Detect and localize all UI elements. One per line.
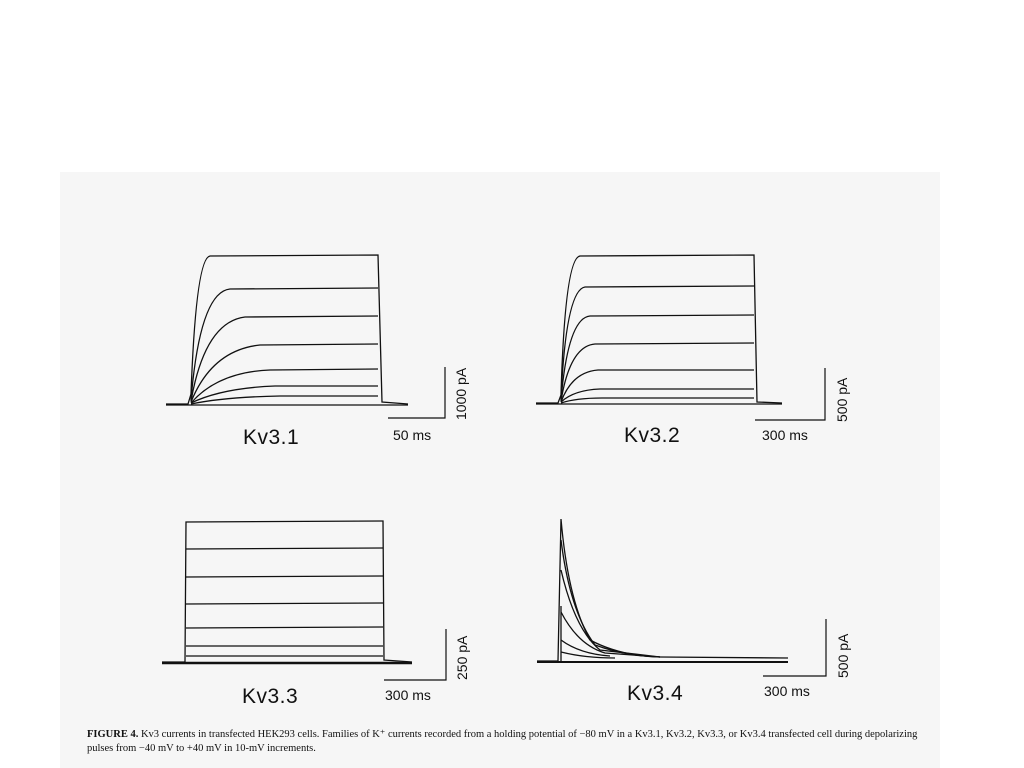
trace-kv31-4 bbox=[190, 343, 379, 403]
trace-kv31-5 bbox=[190, 368, 379, 404]
panel-label-kv33: Kv3.3 bbox=[242, 685, 299, 708]
trace-kv34-6 bbox=[560, 651, 616, 659]
trace-kv33-1 bbox=[162, 520, 413, 663]
scalebar-kv34 bbox=[763, 619, 827, 677]
trace-kv34-1 bbox=[537, 518, 789, 662]
trace-kv32-4 bbox=[560, 342, 755, 402]
trace-kv31-2 bbox=[190, 287, 379, 401]
trace-kv34-4 bbox=[560, 611, 661, 658]
current-scale-kv33: 250 pA bbox=[454, 635, 470, 680]
caption-text: Kv3 currents in transfected HEK293 cells… bbox=[87, 729, 918, 754]
trace-group-kv31 bbox=[166, 254, 409, 406]
trace-kv31-6 bbox=[190, 385, 378, 404]
trace-kv32-5 bbox=[560, 369, 754, 403]
trace-kv34-5 bbox=[560, 639, 611, 657]
trace-kv31-7 bbox=[190, 395, 378, 405]
current-scale-kv34: 500 pA bbox=[835, 633, 851, 678]
trace-group-kv34 bbox=[537, 518, 789, 663]
trace-kv34-3 bbox=[560, 569, 661, 658]
trace-kv32-6 bbox=[560, 388, 754, 403]
trace-kv31-1 bbox=[166, 254, 409, 405]
time-scale-kv33: 300 ms bbox=[385, 687, 431, 703]
scalebar-kv31 bbox=[388, 367, 446, 419]
figure-caption: FIGURE 4. Kv3 currents in transfected HE… bbox=[87, 728, 937, 756]
panel-label-kv32: Kv3.2 bbox=[624, 424, 681, 447]
scalebar-kv33 bbox=[384, 629, 447, 681]
figure-panel bbox=[60, 172, 940, 768]
trace-kv31-3 bbox=[190, 315, 379, 402]
scalebar-kv32 bbox=[755, 368, 826, 421]
trace-kv33-2 bbox=[185, 547, 384, 550]
time-scale-kv32: 300 ms bbox=[762, 427, 808, 443]
caption-label: FIGURE 4. bbox=[87, 729, 139, 740]
trace-kv33-4 bbox=[185, 602, 384, 605]
trace-group-kv32 bbox=[536, 254, 783, 405]
trace-kv32-2 bbox=[560, 285, 755, 399]
current-scale-kv32: 500 pA bbox=[834, 377, 850, 422]
trace-kv33-3 bbox=[185, 575, 384, 578]
trace-kv32-7 bbox=[560, 397, 754, 404]
time-scale-kv31: 50 ms bbox=[393, 427, 432, 443]
panel-label-kv31: Kv3.1 bbox=[243, 426, 300, 449]
trace-group-kv33 bbox=[162, 520, 413, 665]
trace-kv32-3 bbox=[560, 314, 755, 401]
time-scale-kv34: 300 ms bbox=[764, 683, 810, 699]
trace-kv34-2 bbox=[560, 539, 661, 658]
trace-kv33-5 bbox=[185, 626, 384, 629]
panel-label-kv34: Kv3.4 bbox=[627, 682, 684, 705]
current-scale-kv31: 1000 pA bbox=[453, 367, 469, 420]
